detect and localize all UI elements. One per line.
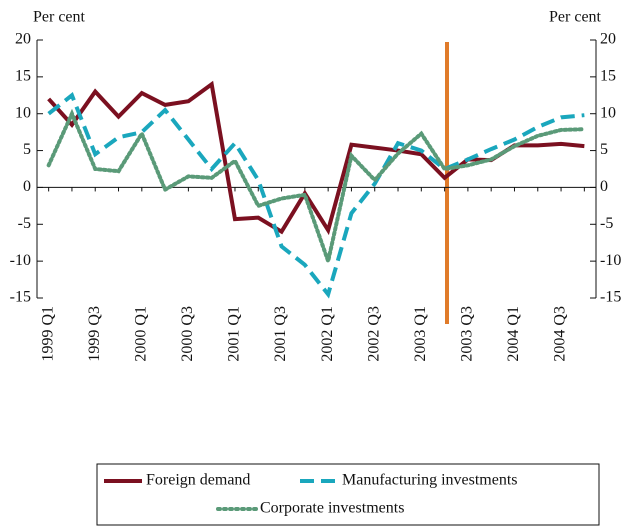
y-tick-label: -10 xyxy=(10,252,31,269)
y2-tick-label: 10 xyxy=(600,104,616,121)
y-tick-label: 20 xyxy=(15,31,31,48)
x-tick-label: 1999 Q3 xyxy=(86,306,103,362)
y-tick-label: 0 xyxy=(23,178,31,195)
y-tick-label: -5 xyxy=(18,215,31,232)
y2-tick-label: 20 xyxy=(600,31,616,48)
legend xyxy=(96,463,600,526)
y-tick-label: 10 xyxy=(15,104,31,121)
y2-axis-label: Per cent xyxy=(549,9,602,26)
y2-tick-label: 0 xyxy=(600,178,608,195)
y2-tick-label: -5 xyxy=(600,215,613,232)
x-tick-label: 1999 Q1 xyxy=(39,306,56,362)
legend-label: Foreign demand xyxy=(146,472,250,489)
series-line xyxy=(47,92,585,299)
x-tick-label: 2001 Q3 xyxy=(272,306,289,362)
x-tick-label: 2003 Q1 xyxy=(412,306,429,362)
x-tick-label: 2000 Q1 xyxy=(132,306,149,362)
x-tick-label: 2004 Q1 xyxy=(505,306,522,362)
series-line xyxy=(46,108,587,269)
y-tick-label: -15 xyxy=(10,289,31,306)
y2-tick-label: 15 xyxy=(600,68,616,85)
y-axis-label: Per cent xyxy=(33,9,86,26)
legend-label: Manufacturing investments xyxy=(342,472,518,489)
y-tick-label: 5 xyxy=(23,141,31,158)
x-tick-label: 2003 Q3 xyxy=(459,306,476,362)
y2-tick-label: 5 xyxy=(600,141,608,158)
x-tick-label: 2000 Q3 xyxy=(179,306,196,362)
y2-tick-label: -10 xyxy=(600,252,621,269)
x-tick-label: 2002 Q3 xyxy=(365,306,382,362)
legend-label: Corporate investments xyxy=(260,500,404,517)
x-tick-label: 2002 Q1 xyxy=(319,306,336,362)
y-tick-label: 15 xyxy=(15,68,31,85)
x-tick-label: 2001 Q1 xyxy=(226,306,243,362)
x-tick-label: 2004 Q3 xyxy=(552,306,569,362)
y2-tick-label: -15 xyxy=(600,289,621,306)
